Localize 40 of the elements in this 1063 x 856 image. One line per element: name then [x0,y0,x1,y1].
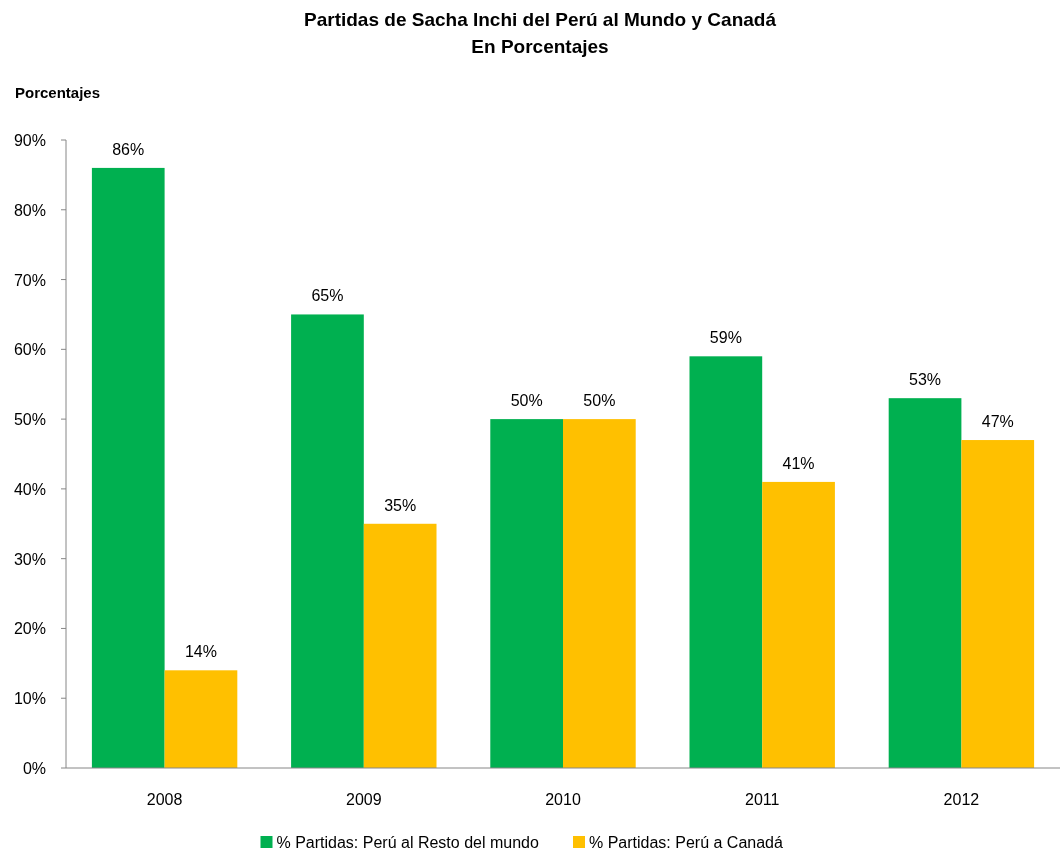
x-tick-label: 2012 [943,791,980,808]
legend-label: % Partidas: Perú al Resto del mundo [276,834,539,851]
x-tick-label: 2008 [146,791,183,808]
data-label: 14% [184,643,217,661]
y-tick-label: 60% [13,341,46,359]
bar [490,419,563,768]
data-label: 50% [510,392,543,410]
data-label: 53% [909,371,942,389]
x-tick-label: 2009 [346,791,382,808]
bar [91,167,165,768]
bar [363,523,437,768]
y-tick-label: 0% [22,760,46,777]
data-label: 65% [311,287,344,305]
y-tick-label: 50% [13,411,46,429]
y-tick-label: 40% [13,480,46,498]
y-tick-label: 30% [13,550,46,568]
bar [291,314,364,768]
data-label: 50% [583,392,616,410]
y-tick-label: 70% [13,271,46,289]
bar [164,670,238,768]
y-axis-title: Porcentajes [15,84,101,101]
data-label: 41% [782,454,815,472]
x-tick-label: 2011 [745,791,780,808]
y-tick-label: 80% [13,201,46,219]
y-tick-label: 90% [13,132,46,149]
data-label: 35% [384,496,417,514]
y-tick-label: 20% [13,620,46,638]
bar [961,440,1035,768]
data-label: 86% [112,140,145,158]
y-tick-label: 10% [13,690,46,708]
bar [888,398,962,768]
data-label: 47% [981,413,1014,431]
bar [762,481,835,768]
legend-label: % Partidas: Perú a Canadá [589,834,783,851]
chart-subtitle: En Porcentajes [471,36,609,57]
data-label: 59% [709,329,742,347]
bar [689,356,763,768]
x-tick-label: 2010 [545,791,581,808]
bar [563,419,636,768]
chart-title: Partidas de Sacha Inchi del Perú al Mundo y Canadá [304,9,777,30]
